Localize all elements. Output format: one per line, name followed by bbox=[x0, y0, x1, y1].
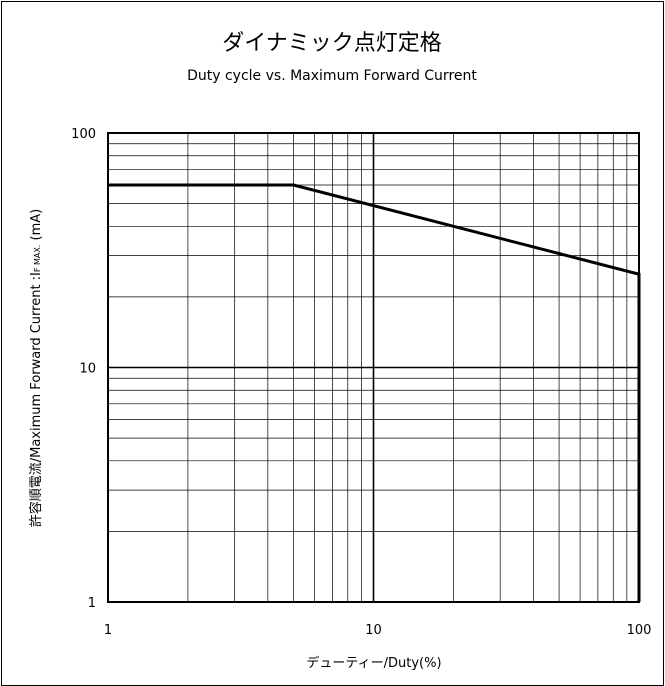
y-axis-label-main: 許容順電流/Maximum Forward Current :I bbox=[28, 272, 44, 527]
x-axis-label: デューティー/Duty(%) bbox=[306, 655, 441, 671]
x-tick-label: 100 bbox=[627, 623, 652, 638]
series-line bbox=[108, 183, 641, 602]
chart-subtitle: Duty cycle vs. Maximum Forward Current bbox=[187, 68, 477, 84]
y-tick-labels: 1 10 100 bbox=[71, 127, 96, 611]
y-tick-label: 100 bbox=[71, 127, 96, 142]
x-tick-labels: 1 10 100 bbox=[104, 623, 652, 638]
y-tick-label: 10 bbox=[79, 362, 96, 377]
chart-title: ダイナミック点灯定格 bbox=[222, 31, 442, 56]
series-group bbox=[108, 183, 641, 602]
y-axis-label-unit: (mA) bbox=[29, 209, 44, 245]
y-axis-label-sub: F MAX. bbox=[33, 245, 42, 273]
x-tick-label: 10 bbox=[365, 623, 382, 638]
y-axis-label: 許容順電流/Maximum Forward Current :IF MAX. (… bbox=[28, 209, 44, 528]
y-tick-label: 1 bbox=[88, 596, 96, 611]
grid bbox=[108, 133, 639, 602]
x-tick-label: 1 bbox=[104, 623, 112, 638]
